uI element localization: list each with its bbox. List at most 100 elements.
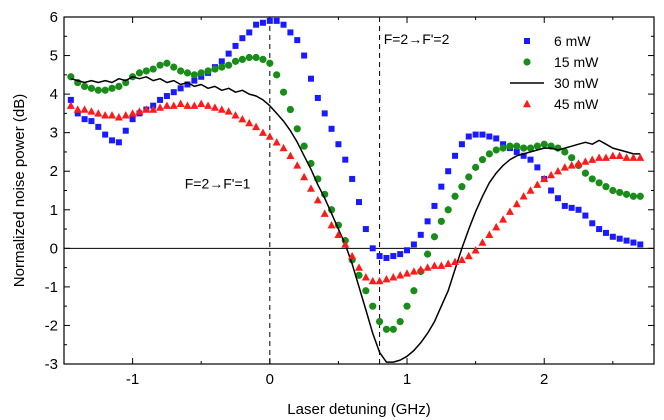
data-point (437, 217, 445, 225)
data-point (568, 204, 575, 211)
data-point (369, 245, 376, 252)
data-point (513, 148, 520, 155)
data-point (279, 143, 288, 152)
data-point (115, 139, 122, 146)
data-point (636, 153, 645, 161)
data-point (533, 142, 541, 150)
data-point (424, 250, 432, 258)
data-point (382, 325, 391, 333)
data-point (266, 59, 274, 67)
data-point (520, 152, 527, 159)
data-point (389, 273, 398, 281)
data-point (81, 116, 88, 123)
data-point (520, 144, 528, 152)
data-point (197, 99, 206, 107)
data-point (452, 152, 459, 159)
data-point (231, 57, 240, 65)
data-point (616, 235, 623, 242)
series-line (70, 76, 641, 363)
x-tick-label: 1 (403, 371, 411, 388)
data-point (485, 230, 494, 239)
data-point (409, 267, 418, 275)
data-point (547, 170, 556, 179)
data-point (225, 50, 232, 57)
data-point (163, 59, 171, 67)
data-point (156, 103, 165, 111)
data-point (553, 167, 562, 175)
data-point (204, 101, 213, 109)
legend-swatch (523, 58, 531, 66)
data-point (458, 183, 466, 191)
data-point (142, 105, 151, 113)
data-point (629, 153, 638, 161)
legend-swatch (524, 38, 530, 44)
data-point (505, 207, 514, 215)
data-point (300, 172, 309, 181)
data-point (184, 81, 191, 88)
data-point (349, 175, 356, 182)
x-tick-label: 2 (540, 371, 548, 388)
data-point (218, 63, 226, 71)
data-point (87, 107, 96, 115)
data-point (561, 148, 569, 156)
data-point (636, 192, 644, 200)
data-point (306, 184, 315, 192)
data-point (328, 125, 335, 132)
data-point (382, 274, 391, 283)
data-point (451, 192, 459, 200)
data-point (554, 195, 561, 202)
data-point (272, 138, 281, 146)
data-point (368, 276, 377, 285)
data-point (301, 52, 308, 59)
data-point (369, 302, 377, 310)
data-point (142, 67, 150, 75)
data-point (499, 215, 508, 223)
data-point (582, 212, 589, 219)
data-point (512, 199, 521, 208)
data-point (430, 233, 439, 241)
data-point (560, 163, 569, 171)
data-point (190, 71, 198, 79)
data-point (561, 202, 568, 209)
data-point (327, 221, 336, 229)
data-point (279, 88, 288, 96)
data-point (485, 150, 493, 158)
data-point (575, 206, 582, 213)
data-point (526, 144, 535, 152)
data-point (513, 142, 521, 150)
data-point (232, 42, 239, 49)
data-point (320, 209, 329, 217)
data-point (170, 63, 178, 71)
data-point (94, 86, 102, 94)
data-point (128, 109, 137, 117)
data-point (300, 142, 308, 150)
data-point (183, 101, 192, 109)
data-point (94, 109, 103, 117)
data-point (383, 254, 390, 261)
series-layer (66, 17, 645, 363)
data-point (74, 110, 81, 117)
data-point (581, 157, 590, 165)
data-point (162, 101, 171, 109)
data-point (67, 96, 74, 103)
data-point (568, 154, 576, 162)
data-point (191, 77, 198, 84)
data-point (417, 231, 424, 238)
data-point (506, 142, 514, 150)
series-6-mw (67, 17, 644, 261)
data-point (404, 247, 411, 254)
data-point (486, 133, 493, 140)
data-point (265, 132, 274, 140)
data-point (615, 151, 624, 159)
data-point (348, 251, 357, 260)
data-point (259, 19, 266, 26)
data-point (88, 118, 95, 125)
data-point (588, 175, 596, 183)
data-point (225, 61, 233, 69)
data-point (595, 179, 603, 187)
data-point (581, 169, 589, 177)
data-point (609, 186, 617, 195)
data-point (314, 94, 321, 101)
data-point (451, 257, 460, 266)
data-point (602, 183, 610, 191)
